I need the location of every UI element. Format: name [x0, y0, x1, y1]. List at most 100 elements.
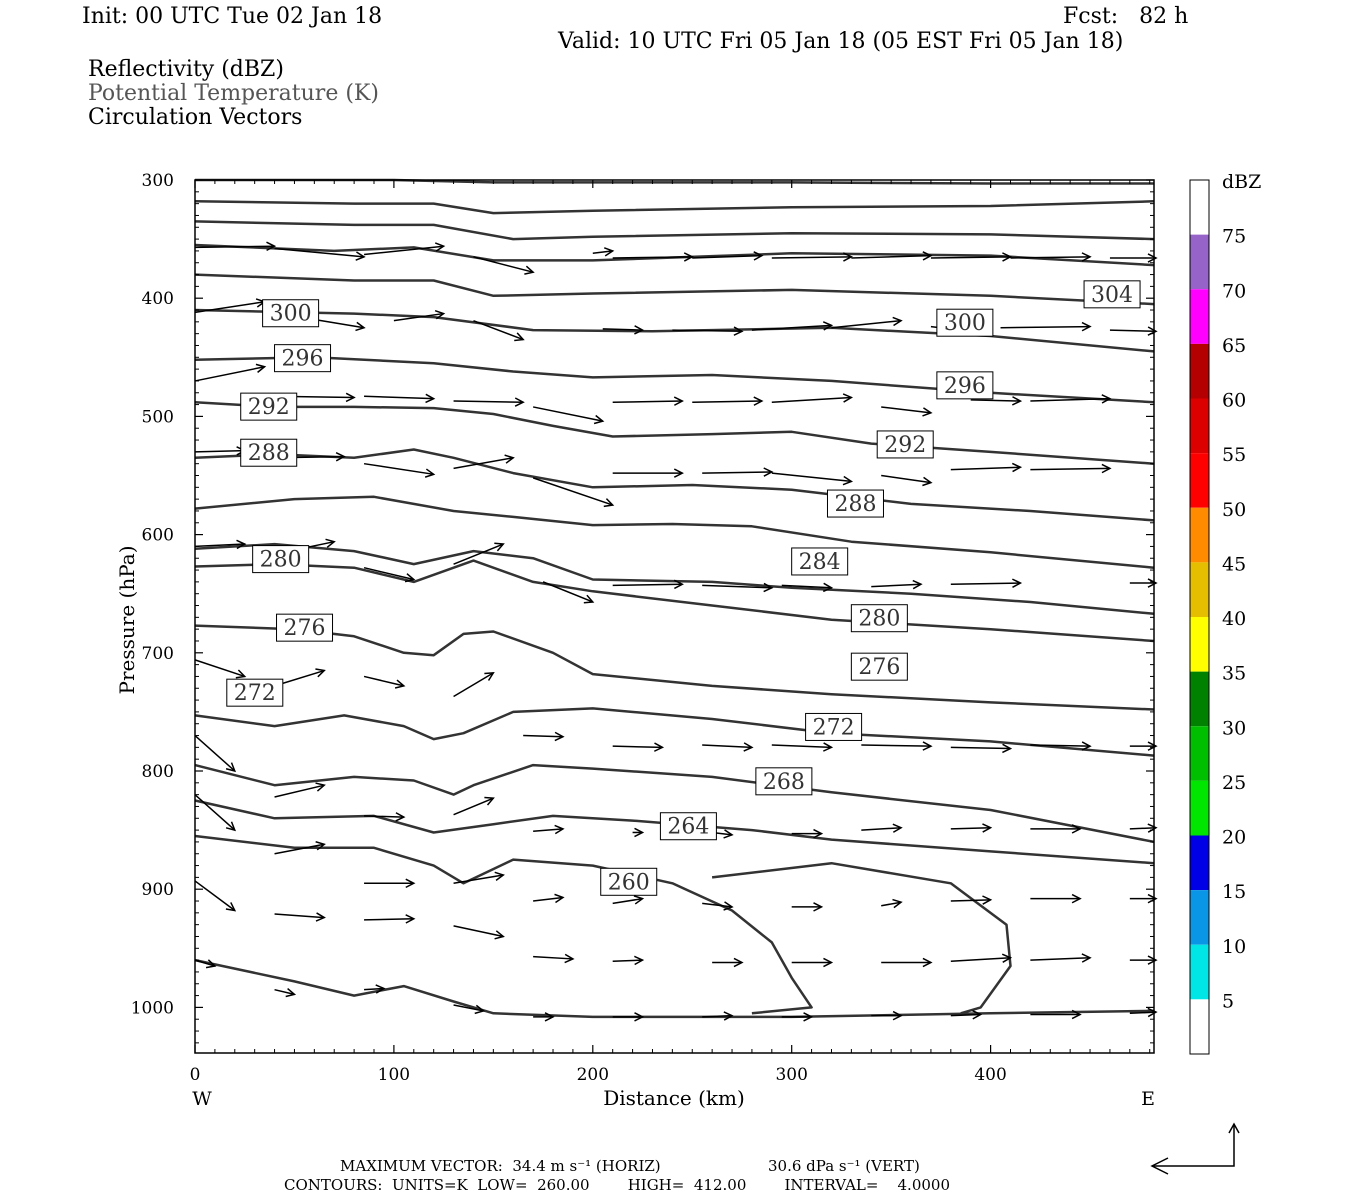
vector-arrow	[871, 1010, 903, 1021]
vector-arrow	[533, 953, 575, 964]
vector-arrow	[363, 462, 436, 478]
contour-label: 280	[850, 604, 908, 633]
colorbar-band	[1190, 289, 1209, 344]
contour-line	[194, 624, 1155, 711]
vector-arrow	[453, 1004, 486, 1015]
vector-arrow	[612, 579, 684, 590]
contour-label-text: 292	[884, 433, 926, 458]
colorbar-band	[1190, 890, 1209, 945]
plot-frame	[194, 179, 1155, 1054]
x-tick-label: 400	[974, 1065, 1006, 1085]
contour-label-text: 272	[813, 715, 855, 740]
contour-label-text: 268	[763, 770, 805, 795]
vector-arrow	[831, 316, 903, 329]
colorbar-band	[1190, 453, 1209, 508]
colorbar-band	[1190, 726, 1209, 781]
vector-arrow	[1000, 321, 1092, 332]
field-circulation-vectors: Circulation Vectors	[88, 105, 303, 130]
vector-arrow	[881, 474, 933, 487]
reference-vector-head-horiz	[1150, 1157, 1169, 1175]
colorbar-band	[1190, 999, 1209, 1054]
contour-label-text: 292	[248, 395, 290, 420]
colorbar-frame	[1189, 179, 1210, 1055]
contour-label-text: 264	[667, 815, 709, 840]
vector-arrow	[1129, 1007, 1158, 1018]
axes: 300 400 500 600 700 800 900 1000 0 100 200 300 400 W E…	[115, 171, 1155, 1110]
contour-label: 280	[252, 545, 310, 574]
vector-arrow	[751, 321, 834, 331]
reference-vector	[1150, 1122, 1240, 1175]
vector-arrow	[712, 957, 744, 968]
contour-label: 260	[600, 867, 658, 896]
vector-arrow	[364, 914, 416, 924]
vector-arrow	[453, 871, 505, 885]
vector-arrow	[702, 1011, 734, 1021]
vector-arrow	[523, 731, 565, 742]
vector-arrow	[950, 823, 993, 833]
contour-label: 276	[276, 613, 334, 642]
y-tick-label: 800	[142, 762, 174, 782]
vector-arrow	[314, 318, 366, 332]
colorbar-band	[1190, 617, 1209, 672]
y-tick-label: 1000	[131, 998, 174, 1018]
contour-label-text: 272	[234, 681, 276, 706]
contour-label: 296	[936, 371, 994, 400]
y-tick-label: 300	[142, 171, 174, 191]
contour-line	[711, 861, 1012, 1015]
vector-arrow	[702, 901, 734, 911]
vector-arrow	[672, 326, 744, 336]
vector-arrow	[533, 824, 565, 835]
vector-arrow	[1030, 394, 1112, 404]
field-reflectivity: Reflectivity (dBZ)	[88, 57, 284, 82]
vector-arrow	[274, 247, 366, 261]
colorbar-tick-label: 25	[1222, 772, 1246, 794]
field-potential-temperature: Potential Temperature (K)	[88, 81, 379, 106]
x-axis-label: Distance (km)	[603, 1086, 745, 1110]
colorbar-band	[1190, 398, 1209, 454]
vector-arrow	[194, 880, 237, 912]
vector-arrow	[930, 252, 1013, 262]
vector-arrow	[602, 325, 645, 335]
y-tick-label: 700	[142, 644, 174, 664]
vector-arrow	[861, 741, 933, 751]
vector-arrow	[363, 242, 446, 256]
contour-line	[194, 243, 1155, 267]
contour-label: 272	[805, 712, 863, 741]
contour-line	[194, 200, 1155, 215]
vector-arrow	[771, 252, 854, 262]
vector-arrow	[881, 957, 933, 968]
colorbar-band	[1190, 671, 1209, 727]
vector-arrow	[1030, 741, 1092, 751]
vector-arrow	[1030, 893, 1082, 904]
contour-label: 300	[262, 299, 320, 328]
max-vector-horiz: MAXIMUM VECTOR: 34.4 m s⁻¹ (HORIZ)	[340, 1157, 661, 1175]
vector-arrow	[194, 539, 247, 550]
colorbar-tick-label: 15	[1222, 881, 1246, 903]
colorbar-band	[1190, 944, 1209, 1000]
vector-arrow	[194, 794, 237, 832]
vector-arrow	[612, 468, 684, 478]
vector-arrow	[533, 1012, 555, 1022]
contour-labels: 304 300 300 296 296 292 292 288 288 284 280 280 276 2…	[226, 280, 1141, 896]
vector-arrow	[950, 895, 993, 905]
contour-line	[194, 542, 1155, 616]
colorbar-band	[1190, 507, 1209, 563]
vector-arrow	[194, 959, 217, 969]
x-end-label-west: W	[192, 1088, 212, 1110]
vector-arrow	[702, 582, 774, 593]
vector-arrow	[1109, 326, 1158, 336]
contour-label: 272	[226, 678, 284, 707]
vector-arrow	[851, 251, 933, 261]
vector-arrow	[453, 454, 515, 470]
vector-arrow	[871, 579, 923, 590]
circulation-vectors	[194, 241, 1158, 1022]
colorbar-tick-label: 55	[1222, 444, 1246, 466]
vector-arrow	[612, 895, 645, 905]
y-tick-label: 900	[142, 880, 174, 900]
vector-arrow	[194, 734, 237, 773]
contour-label-text: 304	[1091, 283, 1133, 308]
vector-arrow	[194, 241, 277, 252]
contour-line	[194, 220, 1155, 241]
vector-arrow	[473, 319, 525, 342]
vector-arrow	[453, 542, 505, 565]
